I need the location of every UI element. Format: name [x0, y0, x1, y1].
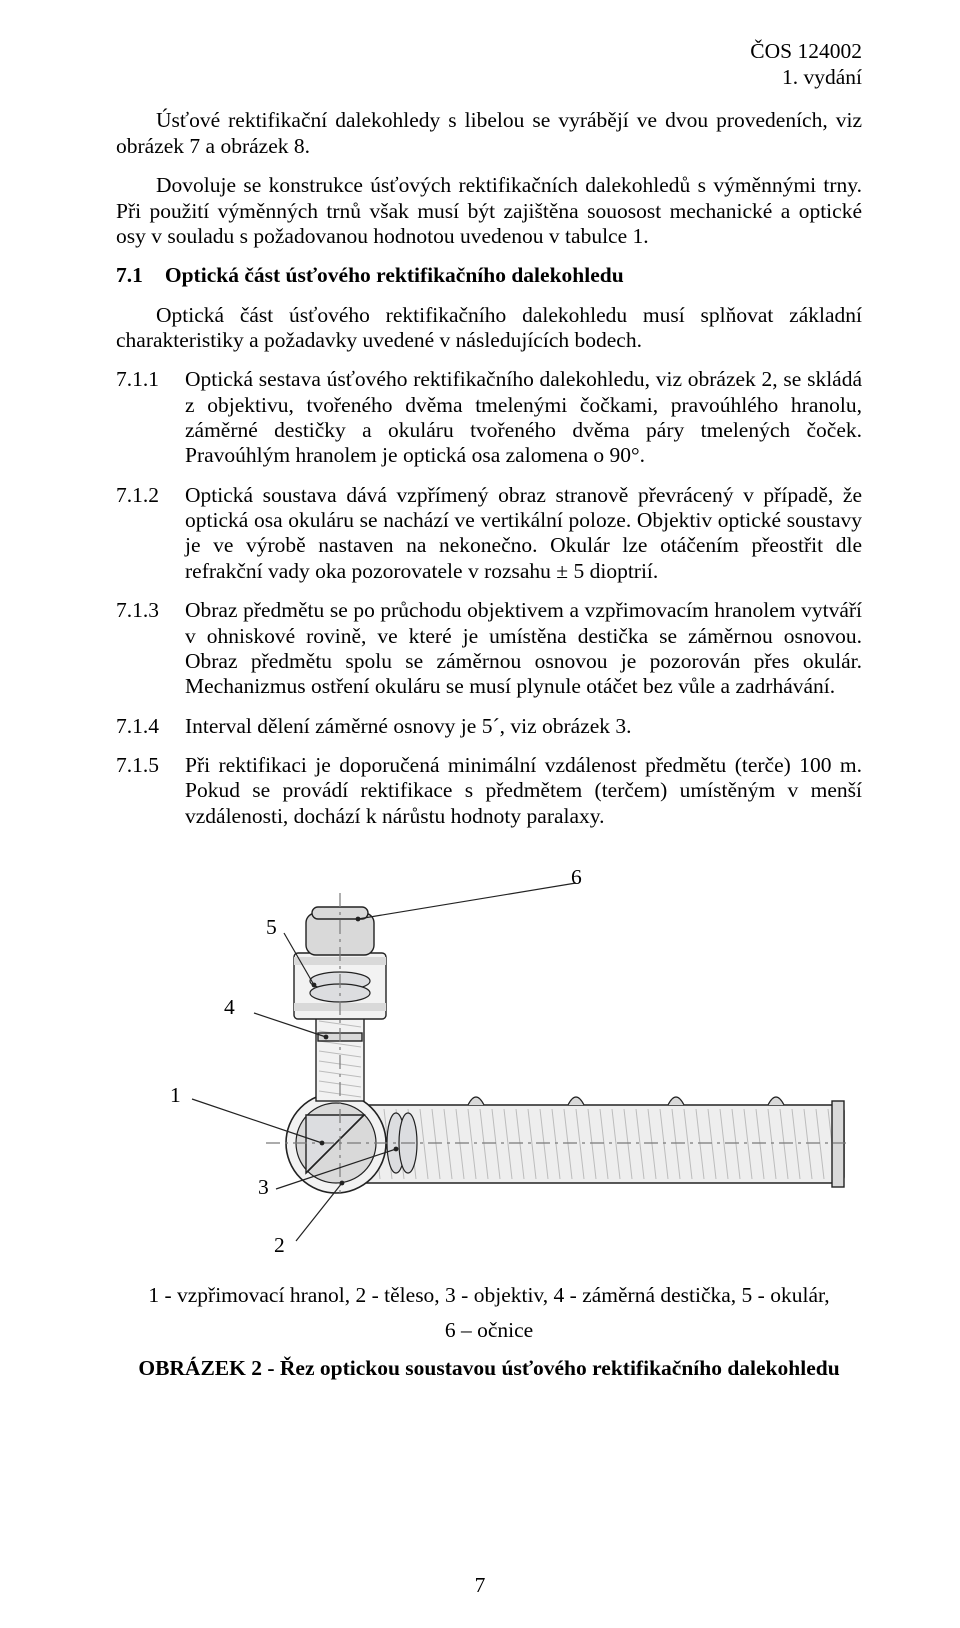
- numbered-list: 7.1.1 Optická sestava úsťového rektifika…: [116, 367, 862, 829]
- section-title: Optická část úsťového rektifikačního dal…: [165, 263, 862, 288]
- item-num: 7.1.5: [116, 753, 171, 829]
- figure-svg: [146, 843, 856, 1263]
- section-heading: 7.1 Optická část úsťového rektifikačního…: [116, 263, 862, 288]
- intro-p2: Dovoluje se konstrukce úsťových rektifik…: [116, 173, 862, 249]
- figure-caption: OBRÁZEK 2 - Řez optickou soustavou úsťov…: [116, 1356, 862, 1381]
- doc-code: ČOS 124002: [116, 38, 862, 64]
- page-number: 7: [0, 1573, 960, 1598]
- item-text: Při rektifikaci je doporučená minimální …: [185, 753, 862, 829]
- item-text: Interval dělení záměrné osnovy je 5´, vi…: [185, 714, 862, 739]
- figure-legend-b: 6 – očnice: [116, 1318, 862, 1343]
- item-text: Obraz předmětu se po průchodu objektivem…: [185, 598, 862, 699]
- doc-header: ČOS 124002 1. vydání: [116, 38, 862, 90]
- fig-label-6: 6: [571, 865, 582, 890]
- item-num: 7.1.4: [116, 714, 171, 739]
- fig-label-4: 4: [224, 995, 235, 1020]
- item-text: Optická sestava úsťového rektifikačního …: [185, 367, 862, 468]
- item-7-1-3: 7.1.3 Obraz předmětu se po průchodu obje…: [116, 598, 862, 699]
- section-p1: Optická část úsťového rektifikačního dal…: [116, 303, 862, 354]
- figure-legend-a: 1 - vzpřimovací hranol, 2 - těleso, 3 - …: [116, 1283, 862, 1308]
- doc-edition: 1. vydání: [116, 64, 862, 90]
- item-num: 7.1.1: [116, 367, 171, 468]
- fig-label-5: 5: [266, 915, 277, 940]
- fig-label-1: 1: [170, 1083, 181, 1108]
- page: ČOS 124002 1. vydání Úsťové rektifikační…: [0, 0, 960, 1628]
- fig-label-2: 2: [274, 1233, 285, 1258]
- item-text: Optická soustava dává vzpřímený obraz st…: [185, 483, 862, 584]
- item-7-1-5: 7.1.5 Při rektifikaci je doporučená mini…: [116, 753, 862, 829]
- item-7-1-4: 7.1.4 Interval dělení záměrné osnovy je …: [116, 714, 862, 739]
- item-7-1-2: 7.1.2 Optická soustava dává vzpřímený ob…: [116, 483, 862, 584]
- intro-p1: Úsťové rektifikační dalekohledy s libelo…: [116, 108, 862, 159]
- item-7-1-1: 7.1.1 Optická sestava úsťového rektifika…: [116, 367, 862, 468]
- item-num: 7.1.3: [116, 598, 171, 699]
- item-num: 7.1.2: [116, 483, 171, 584]
- section-num: 7.1: [116, 263, 143, 288]
- fig-label-3: 3: [258, 1175, 269, 1200]
- figure-2: 6 5 4 1 3 2: [116, 843, 862, 1273]
